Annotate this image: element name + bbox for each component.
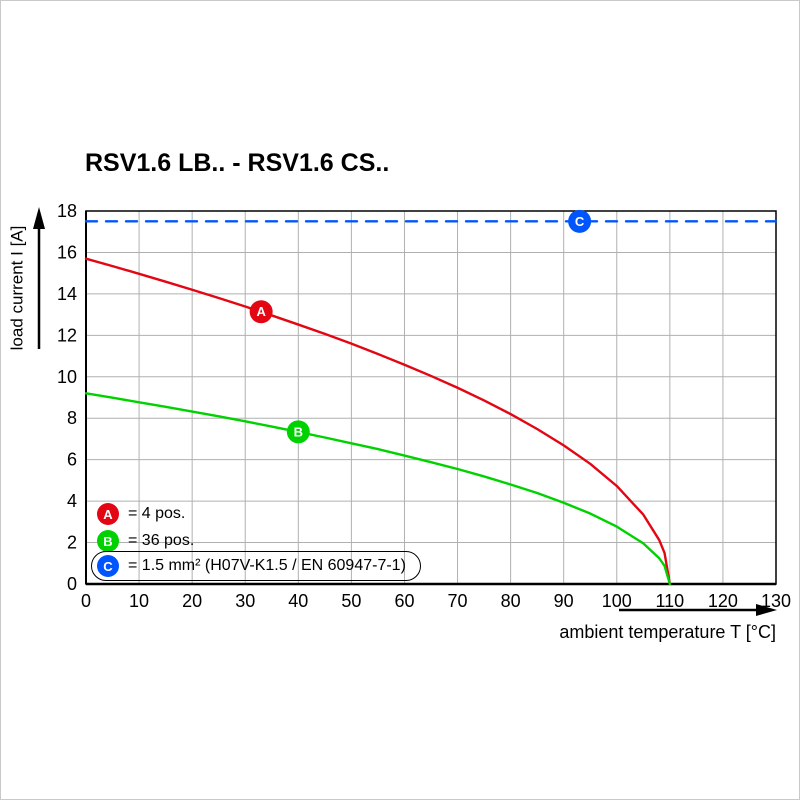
y-tick-label: 0 [67,574,77,594]
x-tick-label: 70 [448,591,468,611]
x-tick-label: 40 [288,591,308,611]
y-tick-label: 6 [67,450,77,470]
curve-marker-b [286,420,310,444]
y-tick-label: 2 [67,533,77,553]
x-tick-label: 10 [129,591,149,611]
y-axis-arrow-head [33,207,45,229]
legend-label-a: = 4 pos. [128,505,186,522]
x-tick-label: 60 [394,591,414,611]
x-tick-label: 90 [554,591,574,611]
x-tick-label: 120 [708,591,738,611]
legend-letter-c: C [103,558,113,574]
x-tick-label: 80 [501,591,521,611]
y-tick-label: 14 [57,284,77,304]
x-tick-label: 130 [761,591,791,611]
curve-marker-letter-c: C [575,214,585,229]
x-axis-arrow-head [756,604,777,616]
chart-title: RSV1.6 LB.. - RSV1.6 CS.. [85,149,390,177]
x-tick-label: 20 [182,591,202,611]
x-tick-label: 30 [235,591,255,611]
legend-item-c: C = 1.5 mm² (H07V-K1.5 / EN 60947-7-1) [91,551,421,581]
y-tick-label: 4 [67,491,77,511]
curve-marker-letter-b: B [294,424,303,439]
y-tick-label: 8 [67,408,77,428]
curve-marker-a [249,300,273,324]
legend-marker-b: B [97,530,119,552]
x-tick-label: 110 [655,591,684,611]
x-tick-label: 100 [602,591,632,611]
x-axis-label: ambient temperature T [°C] [559,622,776,642]
legend-letter-a: A [103,506,113,522]
curve-a [84,257,672,586]
legend-marker-c: C [97,555,119,577]
y-tick-label: 16 [57,242,77,262]
y-tick-label: 12 [57,325,77,345]
legend-label-b: = 36 pos. [128,532,195,549]
curve-b [84,392,672,586]
legend-letter-b: B [103,533,113,549]
curve-marker-letter-a: A [256,304,266,319]
curve-marker-c [568,209,592,233]
x-tick-label: 0 [81,591,91,611]
legend-item-b: B = 36 pos. [97,529,194,553]
legend-label-c: = 1.5 mm² (H07V-K1.5 / EN 60947-7-1) [128,557,406,574]
legend-item-a: A = 4 pos. [97,502,185,526]
y-tick-label: 18 [57,201,77,221]
y-tick-label: 10 [57,367,77,387]
x-tick-label: 50 [341,591,361,611]
legend-marker-a: A [97,503,119,525]
